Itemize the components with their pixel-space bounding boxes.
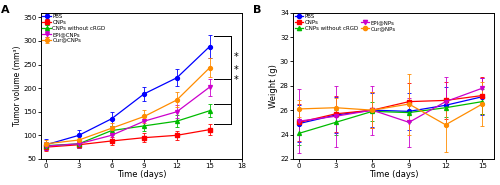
Y-axis label: Tumor volume (mm³): Tumor volume (mm³) bbox=[12, 46, 22, 126]
Legend: PBS, CNPs, CNPs without cRGD, EPI@CNPs, Cur@CNPs: PBS, CNPs, CNPs without cRGD, EPI@CNPs, … bbox=[42, 14, 106, 43]
Text: *: * bbox=[234, 75, 238, 85]
Text: B: B bbox=[253, 5, 261, 15]
X-axis label: Time (days): Time (days) bbox=[369, 170, 418, 179]
Y-axis label: Weight (g): Weight (g) bbox=[270, 64, 278, 108]
Text: *: * bbox=[234, 53, 238, 63]
X-axis label: Time (days): Time (days) bbox=[116, 170, 166, 179]
Text: *: * bbox=[234, 65, 238, 75]
Text: A: A bbox=[0, 5, 9, 15]
Legend: PBS, CNPs, CNPs without cRGD, , EPI@NPs, Cur@NPs: PBS, CNPs, CNPs without cRGD, , EPI@NPs,… bbox=[294, 14, 396, 32]
